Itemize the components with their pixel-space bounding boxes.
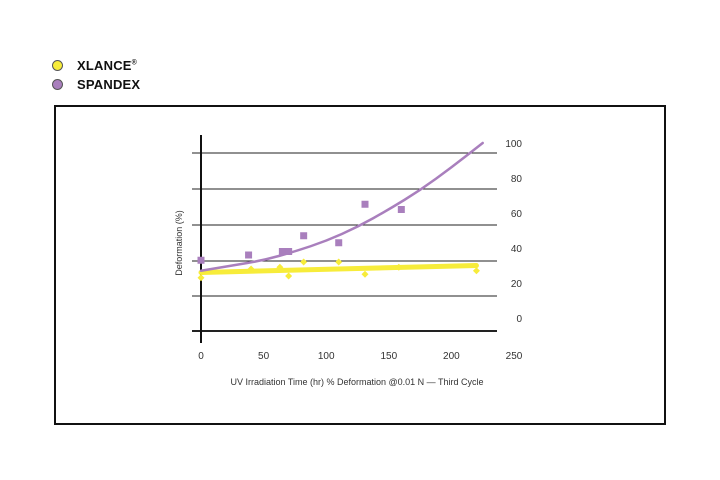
legend-label-spandex: SPANDEX [77,77,141,92]
registered-mark: ® [131,59,138,67]
legend-label-xlance: XLANCE® [77,58,138,73]
chart-frame [54,105,666,425]
legend: XLANCE® SPANDEX [52,56,140,94]
y-tick-label: 0 [516,314,522,325]
point-xlance [285,272,293,280]
legend-swatch-xlance [52,60,63,71]
x-tick-label: 150 [380,351,397,362]
x-tick-label: 250 [506,351,523,362]
data-points [197,200,480,282]
x-tick-label: 0 [198,351,204,362]
point-xlance [335,258,343,266]
point-xlance [276,263,284,271]
y-tick-label: 20 [511,279,523,290]
legend-swatch-spandex [52,79,63,90]
point-spandex [285,248,293,255]
point-spandex [197,256,205,264]
legend-item-xlance: XLANCE® [52,56,140,75]
trend-lines [198,141,484,275]
point-spandex [397,206,405,213]
legend-item-spandex: SPANDEX [52,75,140,94]
gridlines [192,152,497,332]
y-axis-label: Deformation (%) [174,210,184,276]
point-spandex [245,251,253,259]
point-xlance [395,263,403,271]
y-tick-label: 80 [511,174,523,185]
point-xlance [300,258,308,266]
point-xlance [472,267,480,275]
point-xlance [197,274,205,282]
x-axis-label: UV Irradiation Time (hr) % Deformation @… [230,377,483,387]
x-tick-label: 200 [443,351,460,362]
point-spandex [335,239,343,247]
y-tick-label: 40 [511,244,523,255]
x-tick-label: 100 [318,351,335,362]
y-tick-label: 60 [511,209,523,220]
point-spandex [361,200,369,208]
y-tick-label: 100 [505,139,522,150]
trend-line-xlance [198,263,479,275]
point-xlance [247,265,255,273]
point-xlance [361,270,369,278]
point-spandex [278,248,286,255]
tick-labels: 0 50 100 150 200 250 0 20 40 60 80 100 [198,139,523,362]
x-tick-label: 50 [258,351,270,362]
point-spandex [300,232,308,240]
trend-line-spandex [199,141,484,272]
